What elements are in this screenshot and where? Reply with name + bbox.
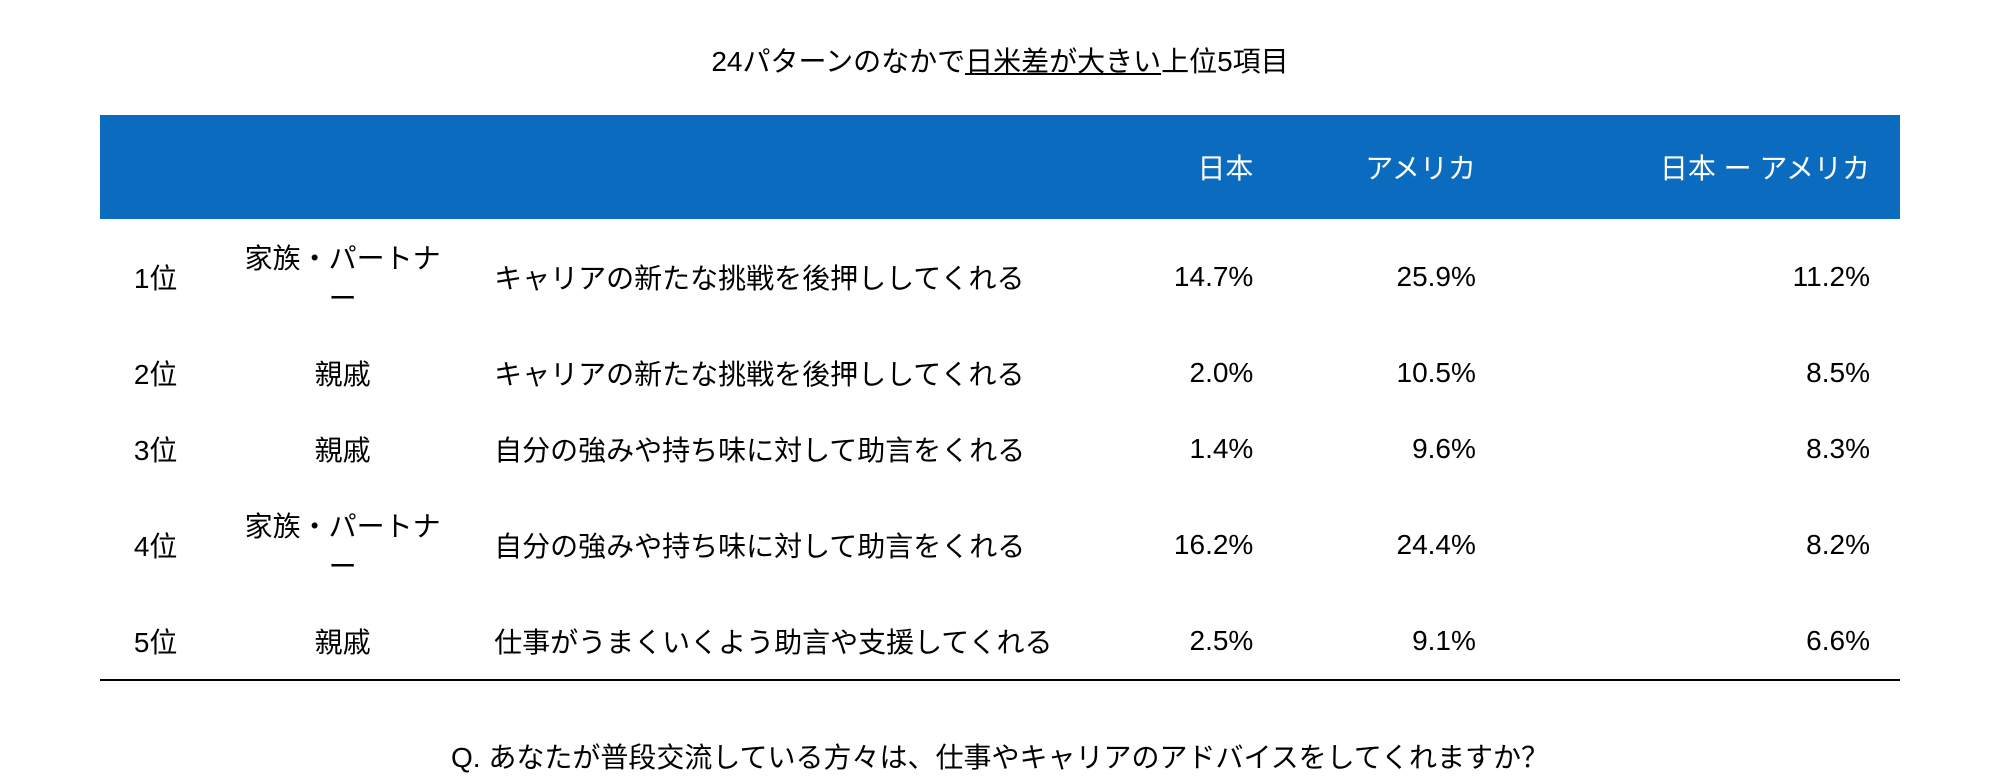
cell-japan: 2.5% bbox=[1101, 603, 1303, 680]
footer-question: Q. あなたが普段交流している方々は、仕事やキャリアのアドバイスをしてくれますか… bbox=[100, 736, 1900, 776]
cell-rank: 5位 bbox=[100, 603, 211, 680]
cell-rank: 4位 bbox=[100, 487, 211, 603]
cell-diff: 6.6% bbox=[1536, 603, 1900, 680]
table-row: 2位 親戚 キャリアの新たな挑戦を後押ししてくれる 2.0% 10.5% 8.5… bbox=[100, 335, 1900, 411]
header-rank bbox=[100, 115, 211, 219]
header-diff: 日本 ー アメリカ bbox=[1536, 115, 1900, 219]
header-america: アメリカ bbox=[1303, 115, 1536, 219]
title-underlined: 日米差が大きい bbox=[965, 46, 1161, 77]
cell-rank: 1位 bbox=[100, 219, 211, 335]
table-row: 4位 家族・パートナー 自分の強みや持ち味に対して助言をくれる 16.2% 24… bbox=[100, 487, 1900, 603]
page-title: 24パターンのなかで日米差が大きい上位5項目 bbox=[100, 40, 1900, 80]
cell-diff: 8.2% bbox=[1536, 487, 1900, 603]
cell-america: 24.4% bbox=[1303, 487, 1536, 603]
cell-japan: 2.0% bbox=[1101, 335, 1303, 411]
cell-category: 家族・パートナー bbox=[211, 219, 474, 335]
cell-japan: 1.4% bbox=[1101, 411, 1303, 487]
cell-category: 親戚 bbox=[211, 411, 474, 487]
header-description bbox=[474, 115, 1101, 219]
title-suffix: 上位5項目 bbox=[1161, 46, 1289, 77]
header-japan: 日本 bbox=[1101, 115, 1303, 219]
cell-diff: 8.5% bbox=[1536, 335, 1900, 411]
cell-description: 自分の強みや持ち味に対して助言をくれる bbox=[474, 411, 1101, 487]
cell-category: 家族・パートナー bbox=[211, 487, 474, 603]
cell-description: 仕事がうまくいくよう助言や支援してくれる bbox=[474, 603, 1101, 680]
table-header-row: 日本 アメリカ 日本 ー アメリカ bbox=[100, 115, 1900, 219]
cell-america: 25.9% bbox=[1303, 219, 1536, 335]
header-category bbox=[211, 115, 474, 219]
title-prefix: 24パターンのなかで bbox=[711, 46, 965, 77]
cell-category: 親戚 bbox=[211, 603, 474, 680]
cell-diff: 11.2% bbox=[1536, 219, 1900, 335]
table-row: 1位 家族・パートナー キャリアの新たな挑戦を後押ししてくれる 14.7% 25… bbox=[100, 219, 1900, 335]
cell-diff: 8.3% bbox=[1536, 411, 1900, 487]
cell-description: キャリアの新たな挑戦を後押ししてくれる bbox=[474, 335, 1101, 411]
cell-america: 9.6% bbox=[1303, 411, 1536, 487]
table-row: 3位 親戚 自分の強みや持ち味に対して助言をくれる 1.4% 9.6% 8.3% bbox=[100, 411, 1900, 487]
cell-america: 10.5% bbox=[1303, 335, 1536, 411]
table-row: 5位 親戚 仕事がうまくいくよう助言や支援してくれる 2.5% 9.1% 6.6… bbox=[100, 603, 1900, 680]
cell-rank: 2位 bbox=[100, 335, 211, 411]
cell-america: 9.1% bbox=[1303, 603, 1536, 680]
cell-japan: 14.7% bbox=[1101, 219, 1303, 335]
cell-description: 自分の強みや持ち味に対して助言をくれる bbox=[474, 487, 1101, 603]
cell-description: キャリアの新たな挑戦を後押ししてくれる bbox=[474, 219, 1101, 335]
cell-japan: 16.2% bbox=[1101, 487, 1303, 603]
cell-category: 親戚 bbox=[211, 335, 474, 411]
comparison-table: 日本 アメリカ 日本 ー アメリカ 1位 家族・パートナー キャリアの新たな挑戦… bbox=[100, 115, 1900, 681]
cell-rank: 3位 bbox=[100, 411, 211, 487]
